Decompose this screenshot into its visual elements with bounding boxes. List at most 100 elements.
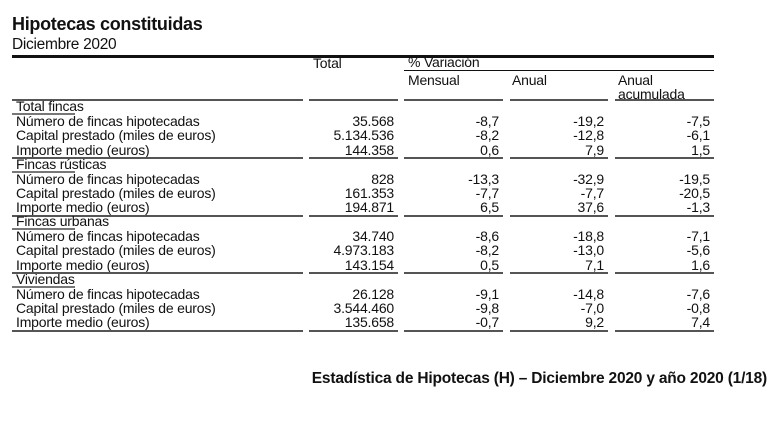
section-rule	[404, 214, 503, 217]
cell-acumulada: -20,5	[679, 184, 710, 201]
cell-anual: -19,2	[573, 113, 604, 130]
section-rule	[615, 272, 714, 275]
cell-total: 144.358	[344, 141, 394, 158]
cell-acumulada: -1,3	[686, 199, 711, 216]
section-rule	[510, 214, 608, 217]
section-label: Total fincas	[12, 99, 84, 115]
section-rule	[309, 272, 398, 275]
cell-mensual: -8,2	[475, 242, 500, 259]
header-rule-label	[12, 99, 303, 101]
variacion-rule	[404, 70, 714, 71]
section-rule	[404, 329, 503, 332]
cell-total: 3.544.460	[333, 299, 395, 316]
header-rule-total	[309, 99, 398, 101]
section-rule	[12, 214, 303, 217]
table-row: Número de fincas hipotecadas 35.568 -8,7…	[0, 114, 781, 129]
section-rule	[404, 157, 503, 160]
cell-anual: 9,2	[585, 314, 604, 331]
cell-anual: -14,8	[573, 285, 604, 302]
cell-acumulada: -7,6	[686, 285, 711, 302]
row-label: Número de fincas hipotecadas	[16, 228, 200, 245]
header-mensual: Mensual	[408, 72, 460, 88]
cell-anual: -7,0	[580, 299, 605, 316]
table-row: Importe medio (euros) 143.154 0,5 7,1 1,…	[0, 258, 781, 273]
table-row: Importe medio (euros) 135.658 -0,7 9,2 7…	[0, 315, 781, 330]
section-header: Fincas rústicas	[0, 157, 781, 173]
cell-mensual: -0,7	[475, 314, 500, 331]
cell-acumulada: 1,6	[691, 256, 710, 273]
cell-total: 194.871	[344, 199, 394, 216]
page-subtitle: Diciembre 2020	[12, 36, 117, 53]
section-rule	[615, 157, 714, 160]
row-label: Capital prestado (miles de euros)	[16, 184, 216, 201]
cell-mensual: -13,3	[468, 170, 499, 187]
cell-anual: -7,7	[580, 184, 605, 201]
header-rule-acumulada	[615, 99, 714, 101]
header-rule-anual	[510, 99, 608, 101]
cell-mensual: -8,6	[475, 228, 500, 245]
cell-mensual: -9,1	[475, 285, 500, 302]
cell-total: 135.658	[344, 314, 394, 331]
row-label: Capital prestado (miles de euros)	[16, 299, 216, 316]
cell-anual: 7,9	[585, 141, 604, 158]
section-rule	[510, 329, 608, 332]
cell-total: 5.134.536	[333, 127, 395, 144]
table-row: Número de fincas hipotecadas 26.128 -9,1…	[0, 287, 781, 302]
header-anual-acumulada-line1: Anual	[618, 72, 653, 88]
cell-total: 26.128	[352, 285, 394, 302]
table-row: Capital prestado (miles de euros) 161.35…	[0, 186, 781, 201]
cell-total: 34.740	[352, 228, 394, 245]
row-label: Número de fincas hipotecadas	[16, 285, 200, 302]
cell-total: 828	[371, 170, 394, 187]
header-anual: Anual	[512, 72, 547, 88]
section-rule	[309, 329, 398, 332]
cell-total: 143.154	[344, 256, 394, 273]
cell-acumulada: -0,8	[686, 299, 711, 316]
header-total: Total	[313, 55, 342, 71]
cell-total: 4.973.183	[333, 242, 395, 259]
cell-acumulada: -5,6	[686, 242, 711, 259]
header-variacion: % Variación	[408, 54, 480, 70]
cell-acumulada: -19,5	[679, 170, 710, 187]
section-rule	[309, 214, 398, 217]
section-header: Total fincas	[0, 99, 781, 115]
cell-acumulada: -7,5	[686, 113, 711, 130]
table-row: Número de fincas hipotecadas 828 -13,3 -…	[0, 172, 781, 187]
section-rule	[615, 214, 714, 217]
footer-caption: Estadística de Hipotecas (H) – Diciembre…	[311, 370, 767, 387]
section-rule	[615, 329, 714, 332]
row-label: Importe medio (euros)	[16, 141, 150, 158]
cell-mensual: 6,5	[480, 199, 499, 216]
cell-mensual: -7,7	[475, 184, 500, 201]
cell-anual: 7,1	[585, 256, 604, 273]
table-row: Número de fincas hipotecadas 34.740 -8,6…	[0, 229, 781, 244]
section-rule	[510, 157, 608, 160]
cell-mensual: 0,5	[480, 256, 499, 273]
table-row: Capital prestado (miles de euros) 5.134.…	[0, 128, 781, 143]
table-row: Capital prestado (miles de euros) 4.973.…	[0, 243, 781, 258]
section-label: Fincas urbanas	[12, 214, 109, 230]
section-rule	[12, 272, 303, 275]
row-label: Número de fincas hipotecadas	[16, 170, 200, 187]
header-anual-acumulada-line2: acumulada	[618, 86, 685, 102]
section-rule	[12, 157, 303, 160]
row-label: Capital prestado (miles de euros)	[16, 127, 216, 144]
table-row: Importe medio (euros) 144.358 0,6 7,9 1,…	[0, 143, 781, 158]
row-label: Importe medio (euros)	[16, 199, 150, 216]
cell-total: 35.568	[352, 113, 394, 130]
section-header: Viviendas	[0, 272, 781, 288]
row-label: Importe medio (euros)	[16, 256, 150, 273]
cell-mensual: -8,2	[475, 127, 500, 144]
cell-anual: -18,8	[573, 228, 604, 245]
cell-anual: -13,0	[573, 242, 604, 259]
header-rule-mensual	[404, 99, 503, 101]
table-row: Importe medio (euros) 194.871 6,5 37,6 -…	[0, 200, 781, 215]
cell-acumulada: -7,1	[686, 228, 711, 245]
cell-acumulada: 1,5	[691, 141, 710, 158]
section-label: Viviendas	[12, 272, 75, 288]
section-header: Fincas urbanas	[0, 214, 781, 230]
section-rule	[12, 329, 303, 332]
header-anual-acumulada: Anual acumulada	[618, 73, 685, 101]
cell-anual: 37,6	[577, 199, 605, 216]
cell-total: 161.353	[344, 184, 394, 201]
